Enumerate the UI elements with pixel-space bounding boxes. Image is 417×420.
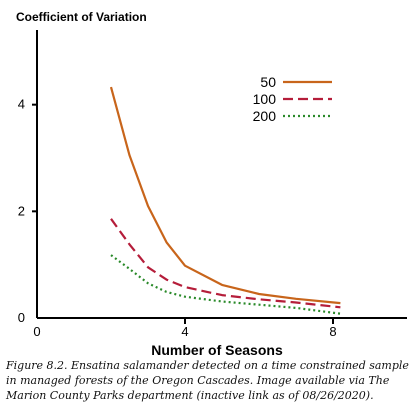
x-axis-title: Number of Seasons	[151, 342, 283, 355]
line-chart: Coefficient of Variation 0 2 4 0 4 8 50100200…	[16, 10, 407, 355]
chart-series	[109, 86, 341, 315]
y-tick-label: 2	[18, 203, 25, 218]
series-line-100	[110, 218, 341, 309]
series-line-50	[109, 86, 341, 305]
x-tick-label: 0	[33, 324, 40, 339]
x-tick-label: 4	[181, 324, 188, 339]
legend-label-200: 200	[253, 108, 277, 124]
y-tick-label: 0	[18, 310, 25, 325]
legend-label-50: 50	[260, 74, 276, 90]
y-tick-label: 4	[18, 97, 25, 112]
legend-label-100: 100	[253, 91, 277, 107]
y-axis-title: Coefficient of Variation	[16, 10, 147, 24]
chart-axes: 0 2 4 0 4 8	[18, 30, 407, 339]
x-tick-label: 8	[329, 324, 336, 339]
figure-caption: Figure 8.2. Ensatina salamander detected…	[6, 359, 409, 402]
series-line-200	[110, 254, 341, 315]
